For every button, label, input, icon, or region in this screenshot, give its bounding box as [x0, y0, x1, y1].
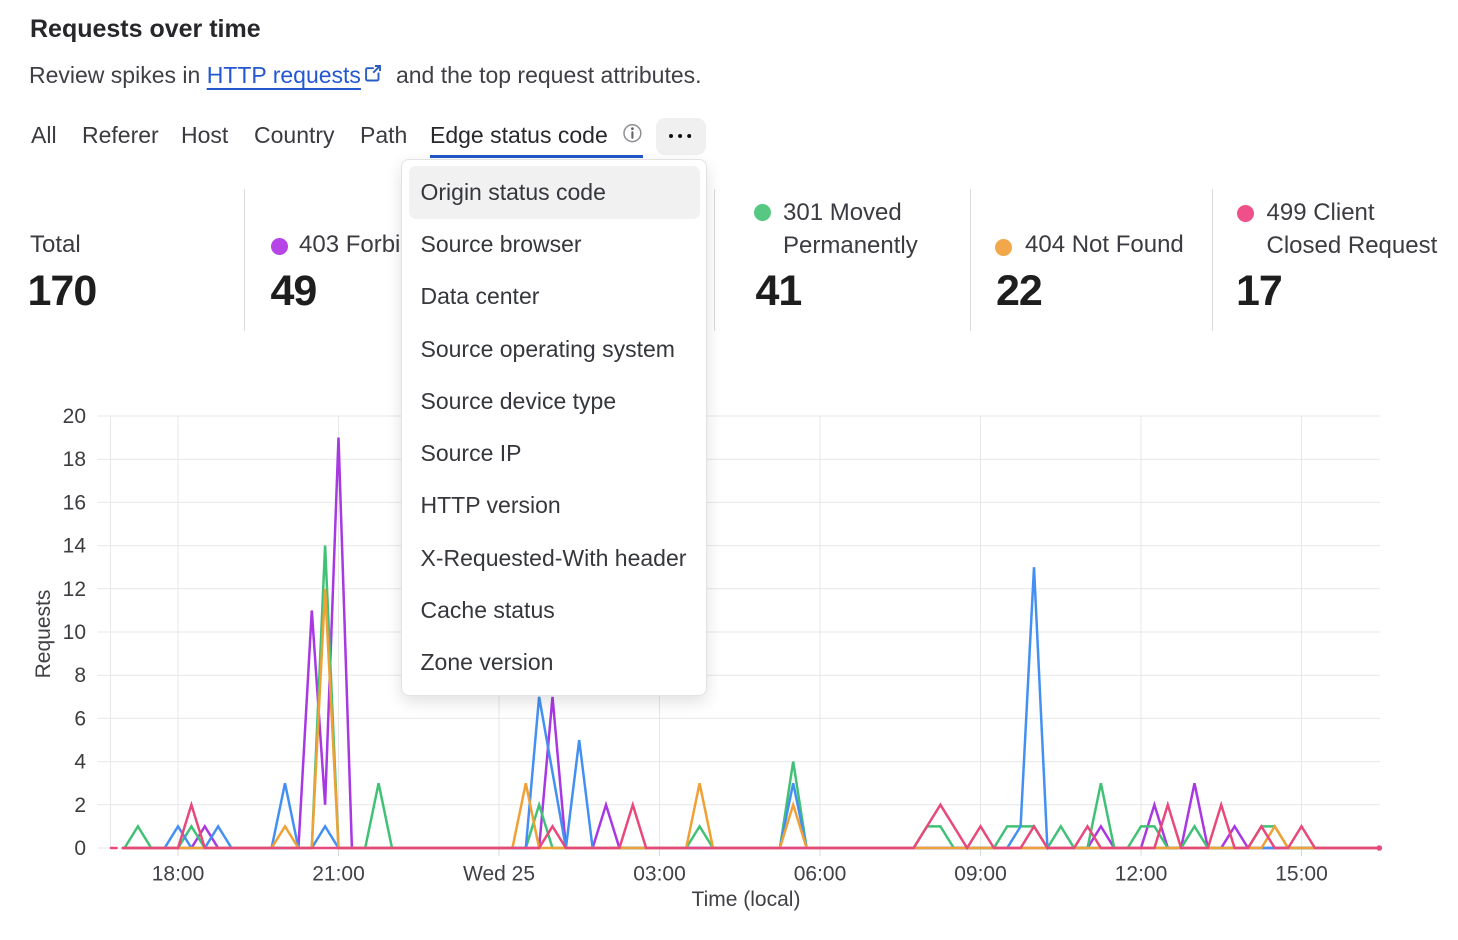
svg-text:09:00: 09:00	[954, 863, 1007, 886]
svg-text:12: 12	[63, 578, 86, 601]
svg-text:21:00: 21:00	[312, 863, 365, 886]
svg-text:18: 18	[63, 448, 86, 471]
svg-text:20: 20	[63, 405, 86, 428]
svg-text:14: 14	[63, 535, 87, 558]
svg-text:10: 10	[63, 621, 86, 644]
svg-text:2: 2	[74, 794, 86, 817]
svg-text:Wed 25: Wed 25	[463, 863, 535, 886]
svg-text:16: 16	[63, 491, 86, 514]
svg-text:0: 0	[74, 837, 86, 860]
svg-text:6: 6	[74, 707, 86, 730]
svg-text:12:00: 12:00	[1115, 863, 1168, 886]
svg-text:4: 4	[74, 751, 86, 774]
svg-text:Requests: Requests	[32, 590, 55, 679]
svg-text:15:00: 15:00	[1275, 863, 1328, 886]
svg-text:06:00: 06:00	[794, 863, 847, 886]
svg-text:03:00: 03:00	[633, 863, 686, 886]
svg-text:18:00: 18:00	[152, 863, 205, 886]
svg-text:Time (local): Time (local)	[692, 888, 801, 911]
svg-text:8: 8	[74, 664, 86, 687]
